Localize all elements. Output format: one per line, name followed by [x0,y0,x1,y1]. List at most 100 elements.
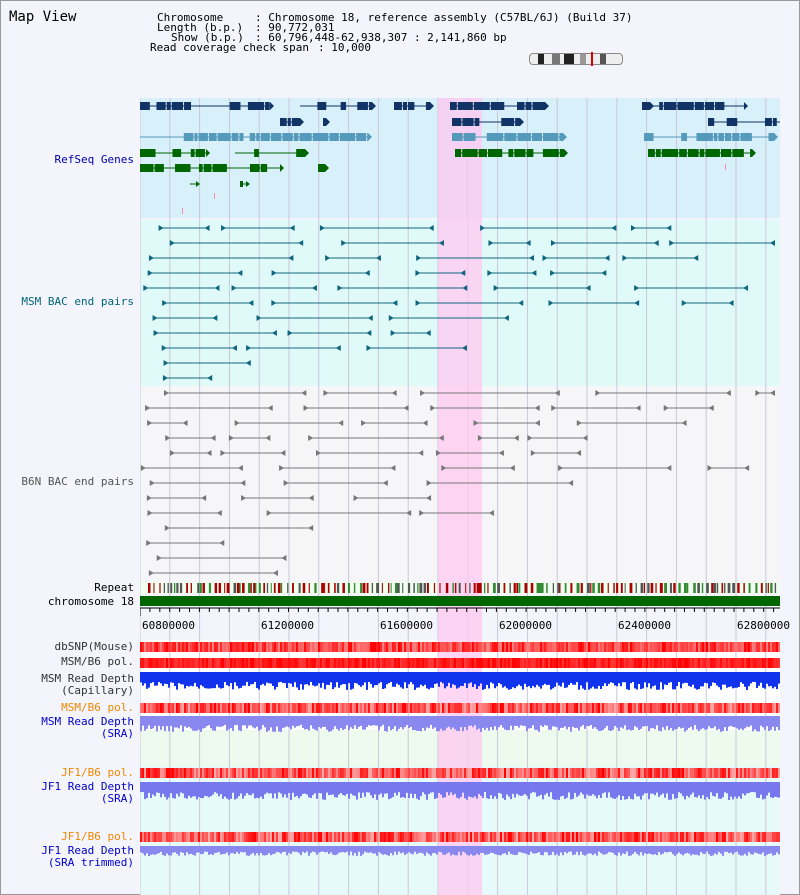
highlight-region[interactable] [438,98,482,895]
polymorphism-cell [252,658,254,668]
polymorphism-cell [462,703,464,713]
msm-b6-pol-sra-label[interactable]: MSM/B6 pol. [61,701,134,714]
read-depth-bar [336,716,338,729]
polymorphism-cell [390,832,392,842]
jf1-b6-pol-label[interactable]: JF1/B6 pol. [61,766,134,779]
b6n-bac-label[interactable]: B6N BAC end pairs [21,475,134,488]
read-depth-bar [658,782,660,797]
read-depth-bar [638,782,640,797]
jf1-read-depth-sra-label[interactable]: JF1 Read Depth [41,780,134,793]
read-depth-bar [668,846,670,852]
gene-arrow [368,133,372,141]
polymorphism-cell [180,703,182,713]
b6n-bac-pair-end [182,420,188,426]
polymorphism-cell [228,768,230,778]
read-depth-bar [644,672,646,683]
msm-bac-track[interactable] [140,220,780,386]
b6n-bac-track[interactable] [140,386,780,582]
read-depth-bar [692,672,694,685]
polymorphism-cell [528,703,530,713]
polymorphism-cell [154,658,156,668]
polymorphism-cell [314,658,316,668]
polymorphism-cell [504,658,506,668]
polymorphism-cell [678,832,680,842]
polymorphism-cell [562,642,564,652]
jf1-read-depth-trimmed-label[interactable]: JF1 Read Depth [41,844,134,857]
polymorphism-cell [300,703,302,713]
polymorphism-cell [730,703,732,713]
polymorphism-cell [772,768,774,778]
msm-read-depth-sra-label[interactable]: MSM Read Depth [41,715,134,728]
refseq-genes-track[interactable] [140,98,780,220]
polymorphism-cell [208,768,210,778]
gene-exon [490,102,505,110]
polymorphism-cell [328,703,330,713]
polymorphism-cell [450,703,452,713]
polymorphism-cell [410,768,412,778]
polymorphism-cell [546,658,548,668]
read-depth-bar [208,846,210,855]
polymorphism-cell [630,642,632,652]
msm-b6-pol-label[interactable]: MSM/B6 pol. [61,655,134,668]
read-depth-bar [390,672,392,682]
read-depth-bar [474,716,476,726]
read-depth-bar [192,782,194,797]
read-depth-bar [380,716,382,727]
read-depth-bar [654,672,656,686]
read-depth-bar [340,672,342,686]
polymorphism-cell [552,658,554,668]
polymorphism-cell [430,642,432,652]
msm-read-depth-capillary-label[interactable]: MSM Read Depth [41,672,134,685]
repeat-element [186,583,188,593]
read-depth-bar [282,672,284,683]
read-depth-bar [268,672,270,684]
read-depth-bar [512,672,514,688]
polymorphism-cell [712,658,714,668]
lower-tracks[interactable] [140,582,780,895]
polymorphism-cell [422,768,424,778]
msm-bac-pair-end [461,345,467,351]
polymorphism-cell [522,703,524,713]
polymorphism-cell [316,768,318,778]
polymorphism-cell [540,703,542,713]
refseq-genes-label[interactable]: RefSeq Genes [54,153,134,166]
polymorphism-cell [716,642,718,652]
jf1-b6-pol-2-label[interactable]: JF1/B6 pol. [61,830,134,843]
polymorphism-cell [386,832,388,842]
polymorphism-cell [630,832,632,842]
polymorphism-cell [278,703,280,713]
polymorphism-cell [594,703,596,713]
read-depth-bar [262,672,264,684]
dbsnp-label[interactable]: dbSNP(Mouse) [54,640,134,653]
read-depth-bar [262,846,264,856]
polymorphism-cell [212,658,214,668]
polymorphism-cell [292,703,294,713]
polymorphism-cell [370,832,372,842]
polymorphism-cell [708,768,710,778]
read-depth-bar [676,846,678,854]
polymorphism-cell [568,642,570,652]
polymorphism-cell [260,658,262,668]
polymorphism-cell [710,658,712,668]
polymorphism-cell [348,642,350,652]
polymorphism-cell [712,703,714,713]
polymorphism-cell [242,658,244,668]
b6n-bac-pair-end [530,450,536,456]
read-depth-bar [736,782,738,799]
read-depth-bar [478,672,480,687]
read-depth-bar [772,846,774,856]
polymorphism-cell [350,832,352,842]
read-depth-bar [268,846,270,854]
read-depth-bar [688,672,690,686]
read-depth-bar [372,672,374,688]
chromosome-ideogram[interactable] [529,52,623,66]
polymorphism-cell [364,768,366,778]
polymorphism-cell [202,703,204,713]
msm-bac-label[interactable]: MSM BAC end pairs [21,295,134,308]
polymorphism-cell [350,768,352,778]
repeat-label[interactable]: Repeat [94,581,134,594]
read-depth-bar [190,672,192,686]
read-depth-bar [254,846,256,856]
msm-bac-pair-end [271,330,277,336]
read-depth-bar [218,672,220,688]
